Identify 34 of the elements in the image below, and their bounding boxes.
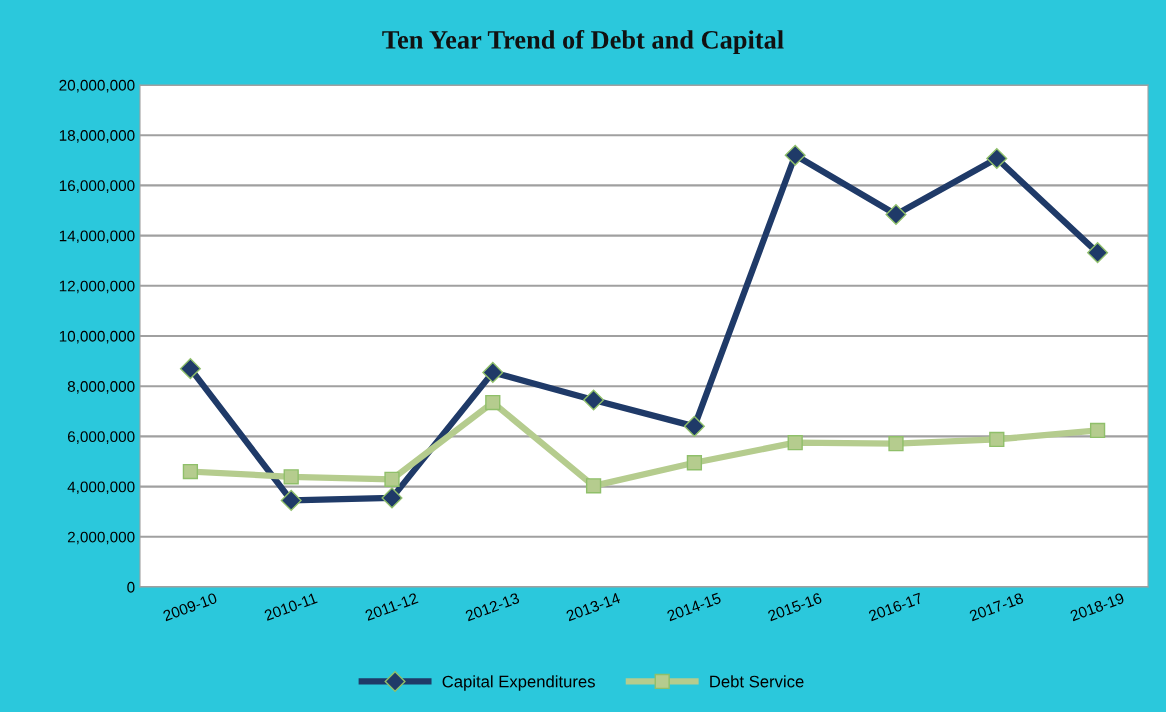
y-tick-label: 10,000,000 <box>59 330 135 344</box>
legend-label: Debt Service <box>710 675 804 688</box>
y-tick-label: 20,000,000 <box>59 79 135 93</box>
y-tick-label: 0 <box>127 581 135 593</box>
point <box>482 361 504 383</box>
point <box>179 358 201 380</box>
legend-label: Capital Expenditures <box>442 675 595 691</box>
point <box>283 469 299 485</box>
point <box>381 487 403 509</box>
y-tick-label: 8,000,000 <box>67 381 135 394</box>
point <box>888 436 904 452</box>
point <box>1089 422 1106 439</box>
point <box>585 478 602 494</box>
point <box>885 204 907 226</box>
point <box>485 394 501 411</box>
point <box>784 144 806 166</box>
y-tick-label: 16,000,000 <box>59 180 135 193</box>
point <box>384 471 400 487</box>
point <box>787 435 803 451</box>
y-tick-label: 4,000,000 <box>67 481 135 495</box>
y-tick-label: 12,000,000 <box>59 280 135 294</box>
point <box>583 389 605 411</box>
y-tick-label: 14,000,000 <box>59 230 135 244</box>
point <box>986 148 1008 170</box>
y-tick-label: 2,000,000 <box>67 531 135 545</box>
point <box>683 415 705 437</box>
y-tick-label: 6,000,000 <box>67 431 135 444</box>
point <box>1087 242 1109 264</box>
point <box>989 431 1005 448</box>
y-tick-label: 18,000,000 <box>59 130 135 143</box>
point <box>686 455 703 471</box>
point <box>280 489 302 511</box>
point <box>182 463 199 480</box>
chart-title: Ten Year Trend of Debt and Capital <box>382 29 784 55</box>
